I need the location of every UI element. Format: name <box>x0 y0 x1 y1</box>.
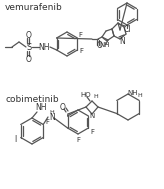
Text: H: H <box>94 94 98 99</box>
Text: N: N <box>119 37 125 46</box>
Text: NH: NH <box>100 42 110 48</box>
Text: H: H <box>137 93 142 98</box>
Text: vemurafenib: vemurafenib <box>5 2 63 12</box>
Text: O: O <box>26 30 32 40</box>
Text: F: F <box>90 129 94 135</box>
Text: NH: NH <box>38 43 50 51</box>
Text: N: N <box>49 112 55 122</box>
Text: F: F <box>45 119 49 125</box>
Text: F: F <box>79 48 83 54</box>
Text: Cl: Cl <box>123 26 131 35</box>
Text: F: F <box>76 137 80 143</box>
Text: S: S <box>26 43 32 51</box>
Text: O: O <box>97 42 103 50</box>
Text: HO: HO <box>81 92 91 98</box>
Text: I: I <box>15 135 17 144</box>
Text: H: H <box>50 111 54 115</box>
Text: NH: NH <box>128 90 138 96</box>
Text: cobimetinib: cobimetinib <box>5 94 59 104</box>
Text: O: O <box>60 104 66 112</box>
Text: O: O <box>26 54 32 64</box>
Text: F: F <box>78 32 82 38</box>
Text: NH: NH <box>35 104 47 112</box>
Text: N: N <box>89 113 95 119</box>
